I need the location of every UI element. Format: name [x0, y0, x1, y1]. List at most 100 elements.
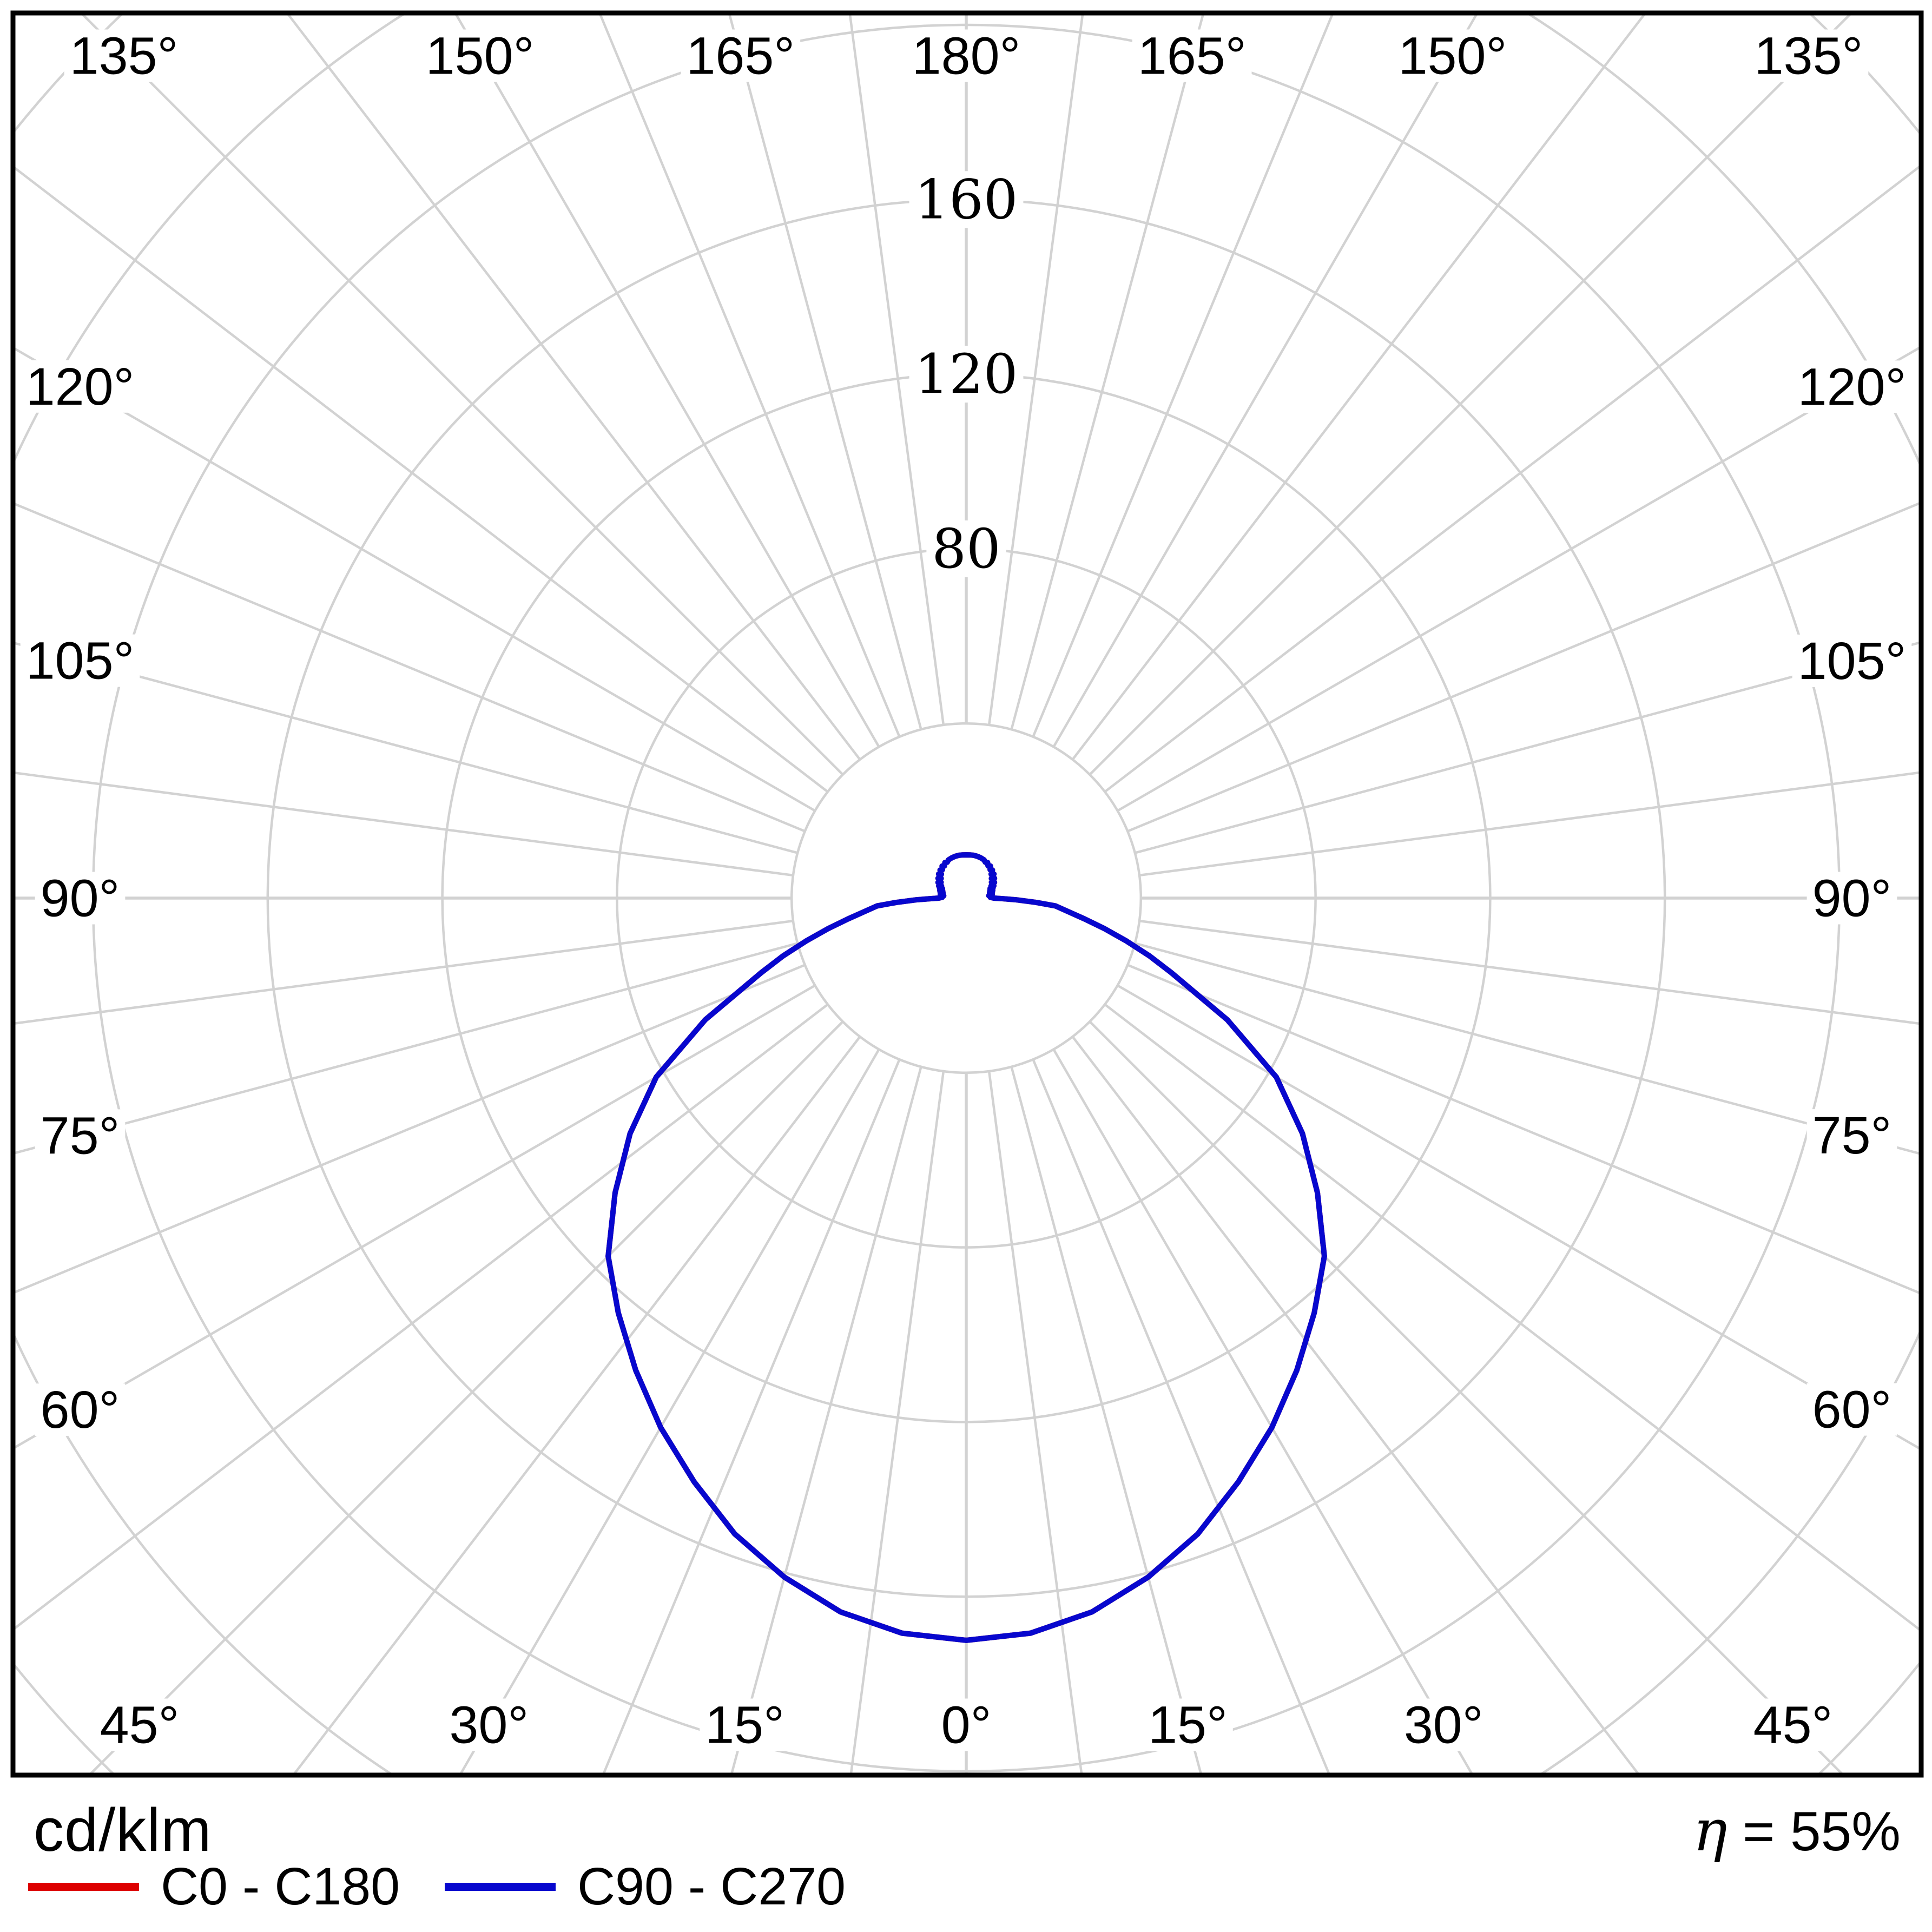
grid-spoke-300 [13, 984, 816, 1450]
label-mask [35, 1383, 126, 1436]
axis-label: 120° [26, 357, 135, 416]
axis-label: 150° [426, 27, 535, 85]
grid-spoke-97.5 [1139, 771, 1921, 877]
label-mask [906, 29, 1026, 82]
grid-spoke-112.5 [1127, 501, 1921, 833]
legend-label-c90-c270: C90 - C270 [577, 1857, 846, 1916]
grid-spoke-240 [13, 346, 816, 812]
label-mask [700, 1698, 790, 1751]
grid-spoke-345 [730, 1066, 922, 1775]
label-mask [94, 1698, 185, 1751]
grid-spoke-52.5 [1104, 1003, 1921, 1632]
grid-spoke-217.5 [286, 13, 861, 761]
grid-spoke-165 [1010, 13, 1205, 730]
axis-label: 30° [449, 1696, 529, 1755]
grid-spoke-127.5 [1104, 164, 1921, 793]
legend-swatch-blue [445, 1882, 556, 1891]
grid-spoke-247.5 [13, 502, 806, 833]
axis-label: 165° [686, 27, 795, 85]
grid-spoke-307.5 [13, 1003, 829, 1631]
label-mask [1393, 29, 1513, 82]
grid-spoke-337.5 [602, 1059, 901, 1775]
grid-spoke-15 [1010, 1066, 1203, 1775]
label-mask [1792, 360, 1912, 413]
grid-spoke-202.5 [598, 13, 901, 737]
axis-label: 105° [26, 631, 135, 690]
legend-item-c90-c270: C90 - C270 [445, 1857, 846, 1916]
grid-spoke-285 [13, 942, 798, 1155]
grid-spoke-157.5 [1032, 13, 1334, 737]
grid-spoke-7.5 [987, 1071, 1083, 1775]
efficiency-label: η = 55% [1693, 1797, 1901, 1864]
axis-label: 160 [915, 168, 1018, 231]
label-mask [1806, 1109, 1897, 1162]
eta-symbol: η [1693, 1797, 1727, 1864]
grid-spoke-232.5 [13, 166, 829, 793]
label-mask [909, 346, 1024, 403]
axis-label: 135° [70, 27, 179, 85]
label-mask [1749, 29, 1869, 82]
grid-spoke-142.5 [1071, 13, 1647, 761]
axis-label: 45° [1753, 1696, 1833, 1755]
axis-label: 60° [1812, 1380, 1892, 1439]
eta-equals: = [1727, 1801, 1790, 1862]
label-mask [20, 360, 140, 413]
axis-label: 120 [915, 342, 1018, 406]
axis-label: 15° [1148, 1696, 1228, 1755]
axis-label: 30° [1404, 1696, 1483, 1755]
label-mask [20, 634, 140, 687]
label-mask [935, 1698, 997, 1751]
label-mask [35, 872, 126, 925]
grid-spoke-30 [1052, 1049, 1474, 1775]
grid-spoke-22.5 [1032, 1059, 1331, 1775]
axis-label: 165° [1138, 27, 1247, 85]
grid-spoke-120 [1117, 346, 1921, 812]
label-mask [64, 29, 184, 82]
label-mask [681, 29, 801, 82]
grid-spoke-67.5 [1127, 964, 1921, 1295]
legend-item-c0-c180: C0 - C180 [28, 1857, 400, 1916]
label-mask [35, 1109, 126, 1162]
label-mask [444, 1698, 535, 1751]
label-mask [1806, 1383, 1897, 1436]
grid-spoke-225 [80, 13, 844, 776]
grid-spoke-60 [1117, 984, 1921, 1450]
grid-spoke-75 [1135, 942, 1921, 1156]
label-mask [1748, 1698, 1838, 1751]
grid-spoke-210 [454, 13, 880, 748]
label-mask [420, 29, 540, 82]
axis-label: 120° [1798, 357, 1907, 416]
axis-label: 60° [41, 1380, 120, 1439]
grid-spoke-277.5 [13, 919, 794, 1025]
axis-label: 180° [912, 27, 1021, 85]
grid-spoke-37.5 [1071, 1036, 1640, 1775]
label-mask [1792, 634, 1912, 687]
label-mask [1398, 1698, 1489, 1751]
grid-spoke-330 [459, 1049, 880, 1775]
axis-labels: 80 120 160 0° 15° 15° 30° 30° 45° 45° 60° 60° 75° 75°… [20, 27, 1912, 1755]
axis-label: 150° [1399, 27, 1507, 85]
grid-spoke-255 [13, 641, 798, 854]
label-mask [926, 520, 1006, 577]
label-mask [1806, 872, 1897, 925]
axis-label: 80 [932, 517, 1000, 581]
grid-spoke-150 [1052, 13, 1479, 748]
grid-spoke-45 [1089, 1020, 1844, 1775]
curve-c90-c270 [605, 852, 1327, 1643]
axis-label: 135° [1755, 27, 1863, 85]
label-mask [909, 171, 1024, 228]
grid-spoke-172.5 [987, 13, 1084, 726]
grid-spoke-187.5 [848, 13, 945, 726]
axis-label: 105° [1798, 631, 1907, 690]
grid-spoke-262.5 [13, 771, 794, 877]
intensity-curves [605, 852, 1327, 1643]
axis-label: 15° [705, 1696, 784, 1755]
label-mask [1132, 29, 1252, 82]
plot-border [10, 10, 1924, 1778]
grid-spoke-322.5 [292, 1036, 861, 1775]
axis-label: 45° [100, 1696, 180, 1755]
grid-spoke-195 [728, 13, 922, 730]
